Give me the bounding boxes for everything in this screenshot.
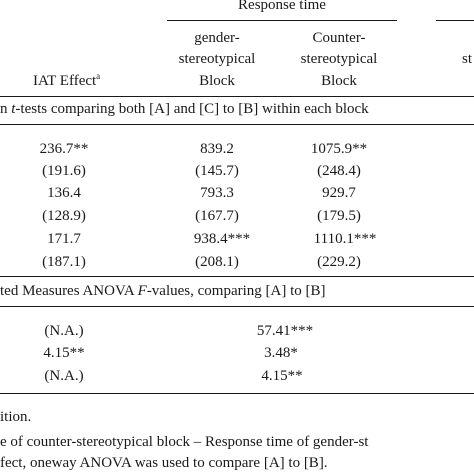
note-line1: ition. — [0, 409, 32, 425]
gender-cell: (167.7) — [195, 208, 239, 224]
anova-cell: 3.48* — [264, 345, 298, 361]
iat-effect-footnote-mark: a — [96, 71, 101, 81]
section2-title: ted Measures ANOVA F-values, comparing [… — [0, 283, 326, 299]
table-bottom-rule — [0, 393, 474, 394]
gender-cell: 938.4*** — [193, 231, 251, 247]
anova-cell: 4.15** — [261, 368, 303, 384]
counter-cell: (229.2) — [317, 254, 361, 270]
iat-effect-header: IAT Effecta — [33, 71, 101, 90]
iat-cell: 136.4 — [47, 185, 81, 201]
header-bottom-rule — [0, 96, 474, 97]
iat-cell: (187.1) — [42, 254, 86, 270]
right-group-rule — [436, 20, 474, 21]
counter-col-line3: Block — [321, 73, 357, 89]
response-time-rule — [167, 20, 397, 21]
gender-cell: (208.1) — [195, 254, 239, 270]
iat-cell: (128.9) — [42, 208, 86, 224]
note-line3: fect, oneway ANOVA was used to compare [… — [0, 455, 328, 471]
iat-cell: 171.7 — [47, 231, 81, 247]
counter-cell: 1075.9** — [310, 141, 368, 157]
counter-cell: (179.5) — [317, 208, 361, 224]
anova-cell: 57.41*** — [256, 323, 314, 339]
iat-cell: (191.6) — [42, 163, 86, 179]
counter-col-line2: stereotypical — [300, 51, 378, 67]
gender-cell: (145.7) — [195, 163, 239, 179]
counter-cell: 1110.1*** — [313, 231, 377, 247]
far-right-header-fragment: st — [462, 51, 473, 67]
gender-cell: 839.2 — [200, 141, 234, 157]
note-line2: e of counter-stereotypical block – Respo… — [0, 434, 369, 450]
counter-col-line1: Counter- — [312, 30, 366, 46]
response-time-header: Response time — [238, 0, 326, 13]
iat-cell: (N.A.) — [44, 368, 84, 384]
gender-col-line3: Block — [199, 73, 235, 89]
iat-cell: (N.A.) — [44, 323, 84, 339]
section1-bottom-rule — [0, 276, 474, 277]
gender-col-line2: stereotypical — [178, 51, 256, 67]
counter-cell: (248.4) — [317, 163, 361, 179]
section1-rule — [0, 124, 474, 125]
gender-col-line1: gender- — [194, 30, 240, 46]
counter-cell: 929.7 — [322, 185, 356, 201]
gender-cell: 793.3 — [200, 185, 234, 201]
iat-cell: 236.7** — [39, 141, 89, 157]
section2-rule — [0, 306, 474, 307]
section1-title: n t-tests comparing both [A] and [C] to … — [0, 101, 369, 117]
iat-cell: 4.15** — [43, 345, 85, 361]
